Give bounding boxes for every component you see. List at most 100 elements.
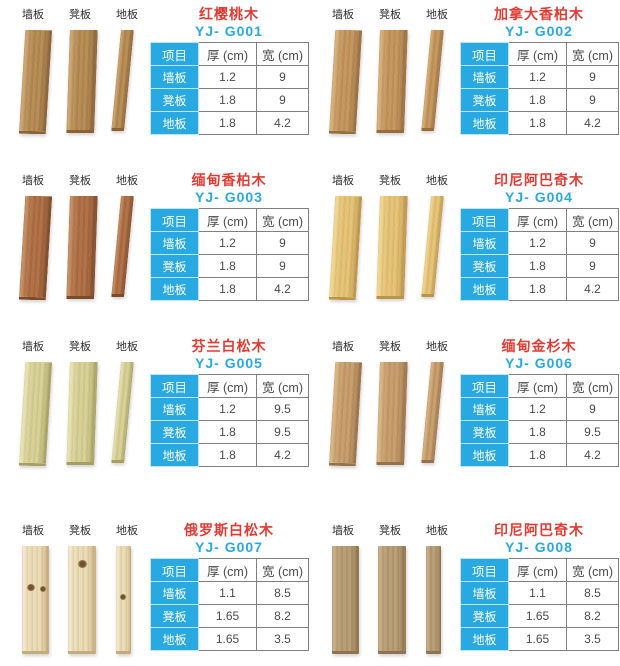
spec-value-bench-width: 9 [566, 88, 619, 112]
product-name: 印尼阿巴奇木 [494, 522, 584, 538]
spec-value-wall-thickness: 1.1 [508, 581, 567, 605]
wall-board-image [328, 195, 363, 301]
spec-value-floor-width: 4.2 [566, 277, 619, 301]
bench-board-image [376, 362, 408, 465]
product-model: YJ- G003 [195, 189, 263, 205]
board-labels-row: 墙板 凳板 地板 [322, 6, 456, 22]
spec-header-width: 宽 (cm) [566, 42, 619, 66]
bench-board-image [66, 30, 98, 133]
floor-board-label: 地板 [426, 341, 448, 353]
bench-board-label: 凳板 [379, 341, 401, 353]
spec-value-floor-width: 4.2 [566, 111, 619, 135]
spec-item-floor: 地板 [460, 443, 509, 467]
board-samples: 墙板 凳板 地板 [12, 338, 146, 474]
spec-value-wall-width: 8.5 [256, 581, 309, 605]
spec-header-item: 项目 [150, 42, 199, 66]
board-photos [12, 195, 146, 308]
spec-item-wall: 墙板 [460, 231, 509, 255]
spec-value-floor-thickness: 1.65 [508, 627, 567, 651]
bench-board-image [68, 546, 96, 654]
spec-table: 项目 厚 (cm) 宽 (cm) 墙板 1.2 9 凳板 1.8 9 [460, 42, 619, 135]
spec-value-floor-thickness: 1.8 [198, 443, 257, 467]
product-info: 红樱桃木 YJ- G001 项目 厚 (cm) 宽 (cm) 墙板 1.2 9 [150, 6, 309, 135]
spec-value-floor-thickness: 1.8 [508, 111, 567, 135]
bench-board-label: 凳板 [379, 9, 401, 21]
spec-value-wall-width: 9 [256, 65, 309, 89]
spec-header-row: 项目 厚 (cm) 宽 (cm) [150, 374, 309, 398]
product-card: 墙板 凳板 地板 芬兰白松木 YJ- G005 项目 厚 (cm) 宽 (cm) [0, 332, 310, 498]
spec-value-wall-width: 9 [566, 397, 619, 421]
board-photos [12, 29, 146, 142]
spec-header-row: 项目 厚 (cm) 宽 (cm) [460, 374, 619, 398]
spec-value-floor-thickness: 1.8 [198, 111, 257, 135]
floor-board-image [111, 30, 134, 131]
spec-header-row: 项目 厚 (cm) 宽 (cm) [460, 208, 619, 232]
bench-board-image [378, 546, 406, 654]
product-name: 红樱桃木 [199, 6, 259, 22]
spec-value-wall-thickness: 1.2 [198, 397, 257, 421]
spec-row-wall: 墙板 1.2 9 [460, 397, 619, 421]
spec-value-wall-thickness: 1.2 [508, 397, 567, 421]
spec-value-bench-thickness: 1.8 [198, 254, 257, 278]
spec-item-floor: 地板 [150, 277, 199, 301]
spec-item-floor: 地板 [150, 443, 199, 467]
floor-board-image [426, 546, 441, 654]
spec-header-row: 项目 厚 (cm) 宽 (cm) [150, 42, 309, 66]
product-card: 墙板 凳板 地板 加拿大香柏木 YJ- G002 项目 厚 (cm) 宽 (cm… [310, 0, 620, 166]
board-samples: 墙板 凳板 地板 [12, 172, 146, 308]
spec-value-bench-thickness: 1.65 [198, 604, 257, 628]
spec-header-thickness: 厚 (cm) [198, 208, 257, 232]
spec-row-bench: 凳板 1.65 8.2 [150, 604, 309, 628]
floor-board-label: 地板 [116, 175, 138, 187]
wall-board-label: 墙板 [22, 341, 44, 353]
spec-value-bench-width: 9 [256, 88, 309, 112]
board-samples: 墙板 凳板 地板 [12, 522, 146, 658]
spec-header-row: 项目 厚 (cm) 宽 (cm) [150, 558, 309, 582]
floor-board-label: 地板 [426, 525, 448, 537]
spec-table: 项目 厚 (cm) 宽 (cm) 墙板 1.1 8.5 凳板 1.65 8.2 [150, 558, 309, 651]
spec-item-bench: 凳板 [150, 254, 199, 278]
spec-value-wall-thickness: 1.1 [198, 581, 257, 605]
spec-item-floor: 地板 [460, 277, 509, 301]
spec-item-bench: 凳板 [460, 254, 509, 278]
product-name: 缅甸金杉木 [501, 338, 577, 354]
floor-board-label: 地板 [116, 9, 138, 21]
spec-value-floor-thickness: 1.8 [198, 277, 257, 301]
spec-row-floor: 地板 1.8 4.2 [150, 111, 309, 135]
spec-row-floor: 地板 1.8 4.2 [460, 443, 619, 467]
spec-row-floor: 地板 1.8 4.2 [460, 111, 619, 135]
spec-item-bench: 凳板 [150, 420, 199, 444]
spec-row-floor: 地板 1.65 3.5 [460, 627, 619, 651]
floor-board-label: 地板 [426, 9, 448, 21]
spec-header-width: 宽 (cm) [566, 374, 619, 398]
spec-item-wall: 墙板 [150, 581, 199, 605]
wall-board-label: 墙板 [22, 525, 44, 537]
spec-table: 项目 厚 (cm) 宽 (cm) 墙板 1.2 9 凳板 1.8 9.5 [460, 374, 619, 467]
board-photos [322, 546, 456, 658]
spec-value-bench-thickness: 1.8 [198, 88, 257, 112]
spec-row-bench: 凳板 1.8 9.5 [150, 420, 309, 444]
spec-value-wall-width: 8.5 [566, 581, 619, 605]
product-card: 墙板 凳板 地板 印尼阿巴奇木 YJ- G008 项目 厚 (cm) 宽 (cm… [310, 498, 620, 666]
spec-item-bench: 凳板 [460, 88, 509, 112]
wall-board-image [332, 546, 359, 654]
spec-item-wall: 墙板 [150, 65, 199, 89]
spec-header-thickness: 厚 (cm) [508, 42, 567, 66]
product-model: YJ- G004 [505, 189, 573, 205]
board-samples: 墙板 凳板 地板 [322, 6, 456, 142]
board-labels-row: 墙板 凳板 地板 [322, 522, 456, 538]
product-name: 缅甸香柏木 [191, 172, 267, 188]
bench-board-label: 凳板 [69, 525, 91, 537]
spec-item-wall: 墙板 [460, 397, 509, 421]
spec-header-row: 项目 厚 (cm) 宽 (cm) [150, 208, 309, 232]
floor-board-image [111, 362, 134, 463]
spec-value-bench-width: 8.2 [566, 604, 619, 628]
spec-header-width: 宽 (cm) [256, 558, 309, 582]
spec-header-width: 宽 (cm) [256, 42, 309, 66]
spec-item-bench: 凳板 [460, 604, 509, 628]
spec-table: 项目 厚 (cm) 宽 (cm) 墙板 1.2 9 凳板 1.8 9 [150, 42, 309, 135]
spec-table: 项目 厚 (cm) 宽 (cm) 墙板 1.2 9.5 凳板 1.8 9.5 [150, 374, 309, 467]
spec-row-wall: 墙板 1.2 9 [460, 65, 619, 89]
product-info: 缅甸香柏木 YJ- G003 项目 厚 (cm) 宽 (cm) 墙板 1.2 9 [150, 172, 309, 301]
